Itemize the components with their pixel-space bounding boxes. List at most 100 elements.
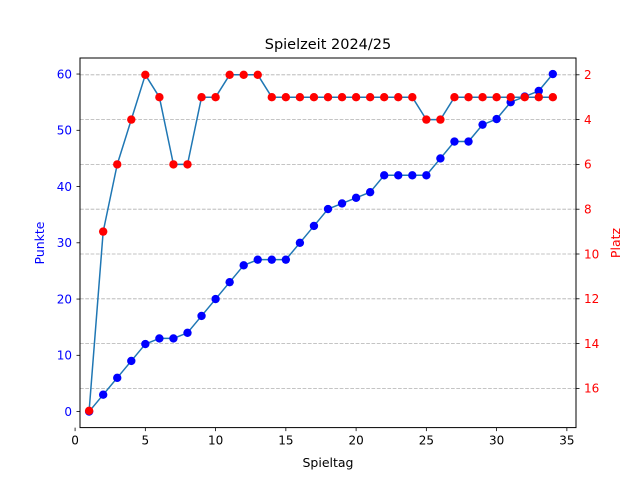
plot-series	[84, 69, 558, 416]
rank-marker	[492, 93, 501, 102]
point-marker	[464, 137, 473, 146]
rank-marker	[197, 93, 206, 102]
x-tick-label: 25	[419, 434, 434, 448]
point-marker	[155, 334, 164, 343]
y-axis-left: 0 10 20 30 40 50 60	[57, 67, 80, 419]
rank-marker	[225, 70, 234, 80]
y-right-tick-label: 16	[584, 382, 599, 396]
point-marker	[337, 199, 347, 208]
rank-marker	[253, 70, 262, 80]
chart-title: Spielzeit 2024/25	[265, 37, 391, 53]
rank-marker	[309, 93, 319, 102]
point-marker	[394, 171, 403, 180]
rank-marker	[520, 93, 529, 102]
x-tick-label: 30	[489, 434, 504, 448]
y-right-tick-label: 10	[584, 247, 599, 261]
point-marker	[141, 339, 150, 349]
rank-marker	[365, 93, 375, 102]
point-marker	[98, 390, 108, 399]
x-tick-label: 15	[278, 434, 293, 448]
rank-marker	[267, 93, 276, 102]
y-right-tick-label: 2	[584, 68, 592, 82]
rank-marker	[323, 93, 333, 102]
point-marker	[323, 204, 333, 214]
rank-marker	[84, 406, 94, 415]
rank-marker	[422, 115, 431, 124]
y-right-tick-label: 6	[584, 158, 592, 172]
rank-marker	[548, 93, 558, 102]
rank-marker	[394, 93, 403, 102]
point-marker	[225, 277, 234, 287]
point-marker	[197, 311, 206, 321]
y-axis-right: 2 4 6 8 10 12 14 16	[576, 68, 599, 396]
rank-marker	[506, 93, 515, 102]
point-marker	[351, 193, 361, 202]
rank-marker	[351, 93, 361, 102]
x-tick-label: 10	[208, 434, 223, 448]
y-right-tick-label: 4	[584, 113, 592, 127]
rank-marker	[408, 93, 417, 102]
point-marker	[169, 334, 178, 343]
point-marker	[492, 114, 501, 124]
y-left-tick-label: 10	[57, 349, 72, 363]
rank-marker	[169, 160, 178, 169]
y-left-tick-label: 20	[57, 292, 72, 306]
x-axis: 0 5 10 15 20 25 30 35	[71, 427, 575, 448]
y-axis-left-label: Punkte	[32, 221, 47, 264]
point-marker	[281, 255, 291, 264]
point-marker	[113, 373, 122, 383]
rank-marker	[113, 160, 122, 169]
point-marker	[267, 255, 276, 264]
rank-marker	[436, 115, 445, 124]
rank-marker	[183, 160, 192, 169]
point-marker	[295, 238, 305, 247]
rank-marker	[295, 93, 305, 102]
point-marker	[478, 120, 487, 129]
y-left-tick-label: 60	[57, 67, 72, 81]
point-marker	[365, 187, 375, 197]
y-left-tick-label: 30	[57, 236, 72, 250]
rank-marker	[281, 93, 291, 102]
point-marker	[422, 171, 431, 180]
x-tick-label: 20	[348, 434, 363, 448]
rank-marker	[337, 93, 347, 102]
rank-marker	[380, 93, 389, 102]
x-axis-label: Spieltag	[302, 455, 353, 470]
y-right-tick-label: 14	[584, 337, 599, 351]
point-marker	[534, 86, 543, 96]
y-right-tick-label: 8	[584, 203, 592, 217]
rank-marker	[478, 93, 487, 102]
point-marker	[127, 356, 136, 366]
y-left-tick-label: 40	[57, 180, 72, 194]
point-marker	[239, 261, 248, 270]
point-marker	[408, 171, 417, 180]
series-line-points	[88, 73, 554, 413]
y-left-tick-label: 0	[64, 405, 72, 419]
point-marker	[183, 328, 192, 338]
series-line-rank	[88, 74, 553, 411]
y-left-tick-label: 50	[57, 124, 72, 138]
rank-marker	[239, 70, 248, 80]
point-marker	[309, 221, 319, 231]
x-tick-label: 5	[142, 434, 150, 448]
point-marker	[211, 294, 220, 304]
rank-marker	[127, 115, 136, 124]
rank-marker	[211, 93, 220, 102]
rank-marker	[464, 93, 473, 102]
rank-marker	[141, 70, 150, 80]
y-right-tick-label: 12	[584, 292, 599, 306]
point-marker	[380, 171, 389, 180]
x-tick-label: 0	[71, 434, 79, 448]
x-tick-label: 35	[559, 434, 574, 448]
rank-marker	[98, 227, 108, 236]
y-axis-right-label: Platz	[608, 227, 623, 258]
rank-marker	[155, 93, 164, 102]
point-marker	[450, 137, 459, 146]
rank-marker	[450, 93, 459, 102]
rank-marker	[534, 93, 543, 102]
grid	[80, 74, 576, 389]
point-marker	[436, 154, 445, 163]
point-marker	[253, 255, 262, 264]
